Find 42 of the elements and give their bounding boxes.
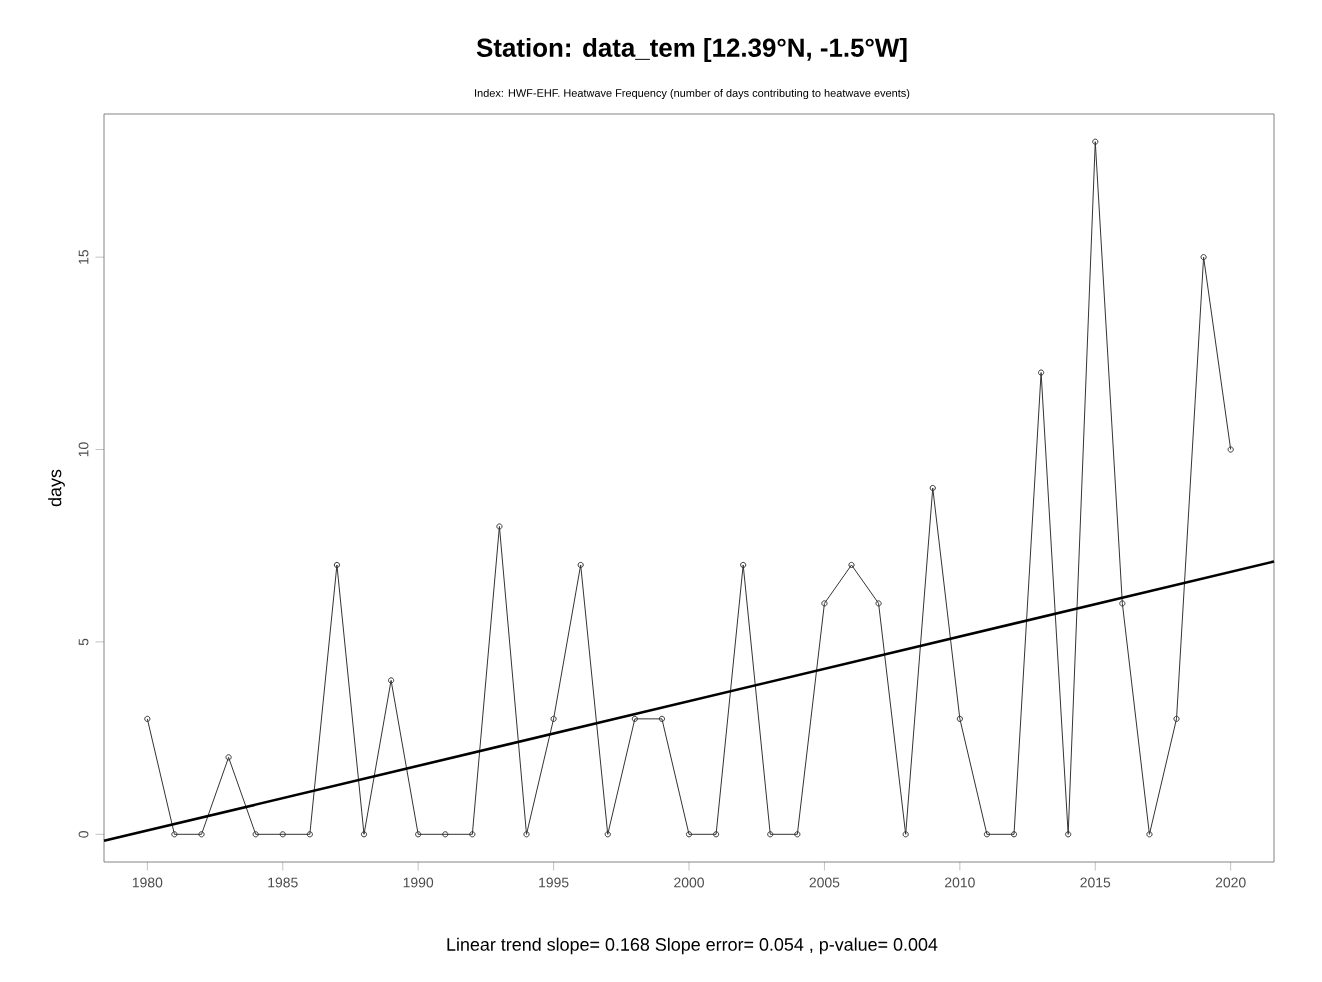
point <box>360 831 368 838</box>
point <box>713 831 720 838</box>
chart-title: Station: data_tem [12.39°N, -1.5°W] <box>476 37 907 63</box>
point <box>1065 831 1072 838</box>
point <box>956 715 963 722</box>
point <box>523 831 530 838</box>
point <box>1010 831 1018 838</box>
point <box>198 831 205 838</box>
point <box>658 715 666 722</box>
point <box>252 831 259 838</box>
point <box>794 831 801 838</box>
point <box>631 715 638 722</box>
point <box>1038 369 1045 376</box>
point <box>685 831 693 838</box>
point <box>279 831 286 838</box>
point <box>496 523 503 530</box>
point <box>415 831 422 838</box>
y-axis-title: days <box>48 469 65 507</box>
text: Linear trend slope= 0.168 Slope error= 0.054 , p-value= 0.004 <box>447 937 938 955</box>
point <box>306 831 313 838</box>
point <box>225 754 232 761</box>
point <box>442 831 449 838</box>
point <box>1200 254 1207 261</box>
point <box>983 831 991 838</box>
point <box>929 484 936 492</box>
point <box>333 561 341 569</box>
point <box>577 561 584 569</box>
point <box>821 600 828 607</box>
point <box>1119 600 1126 607</box>
point <box>740 561 747 569</box>
point <box>767 831 774 838</box>
point <box>388 677 395 684</box>
point <box>1092 138 1099 145</box>
point <box>848 561 855 569</box>
point <box>902 831 909 838</box>
point <box>1173 715 1180 722</box>
point <box>469 831 476 838</box>
point <box>875 600 882 607</box>
point <box>550 715 557 722</box>
point <box>604 831 611 838</box>
point <box>1146 831 1153 838</box>
point <box>171 831 178 838</box>
